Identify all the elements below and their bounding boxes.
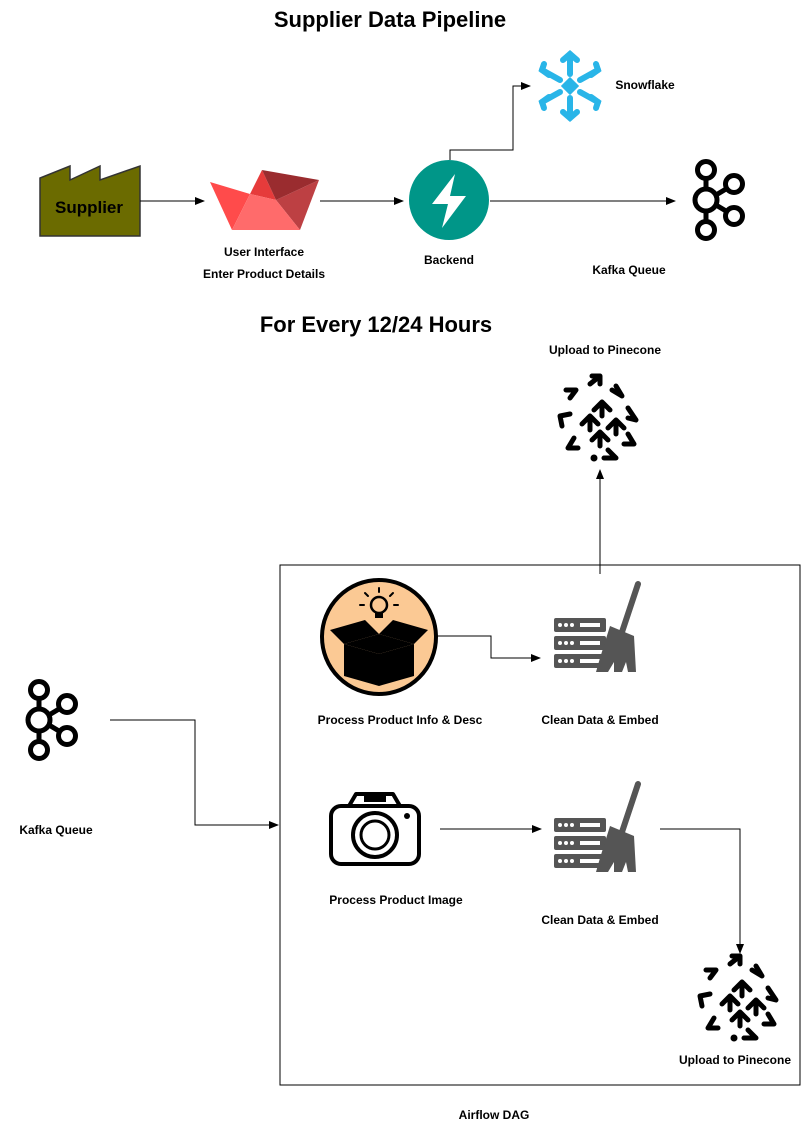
backend-label: Backend: [423, 253, 475, 267]
fastapi-bolt-icon: [409, 160, 489, 240]
enter-details-label: Enter Product Details: [202, 267, 326, 281]
snowflake-icon: [538, 50, 602, 122]
streamlit-boat-icon: [210, 170, 319, 230]
kafka-icon: [695, 162, 743, 239]
factory-icon: [39, 164, 141, 237]
kafka-queue-left-label: Kafka Queue: [19, 823, 93, 837]
schedule-title: For Every 12/24 Hours: [259, 312, 493, 337]
process-image-label: Process Product Image: [329, 893, 463, 907]
pinecone-icon: [697, 953, 779, 1042]
kafka-icon: [28, 682, 76, 759]
arrow-kafka-dag: [110, 719, 279, 829]
process-info-label: Process Product Info & Desc: [317, 713, 483, 727]
page-title: Supplier Data Pipeline: [273, 7, 507, 32]
airflow-dag-label: Airflow DAG: [458, 1108, 530, 1122]
arrow-clean2-pinecone: [660, 828, 744, 954]
airflow-dag-box: [279, 564, 801, 1086]
clean-embed-2-label: Clean Data & Embed: [541, 913, 659, 927]
camera-icon: [329, 792, 421, 866]
pinecone-bottom-label: Upload to Pinecone: [678, 1053, 792, 1067]
clean-embed-1-label: Clean Data & Embed: [541, 713, 659, 727]
pinecone-top-label: Upload to Pinecone: [548, 343, 662, 357]
server-broom-icon: [554, 584, 638, 672]
arrow-info-clean1: [437, 635, 541, 662]
arrow-backend-snowflake: [449, 82, 531, 160]
box-lightbulb-icon: [320, 578, 438, 696]
supplier-label: Supplier: [54, 198, 124, 217]
pinecone-icon: [557, 373, 639, 462]
snowflake-label: Snowflake: [615, 78, 675, 92]
kafka-queue-top-label: Kafka Queue: [592, 263, 666, 277]
user-interface-label: User Interface: [223, 245, 305, 259]
server-broom-icon: [554, 784, 638, 872]
